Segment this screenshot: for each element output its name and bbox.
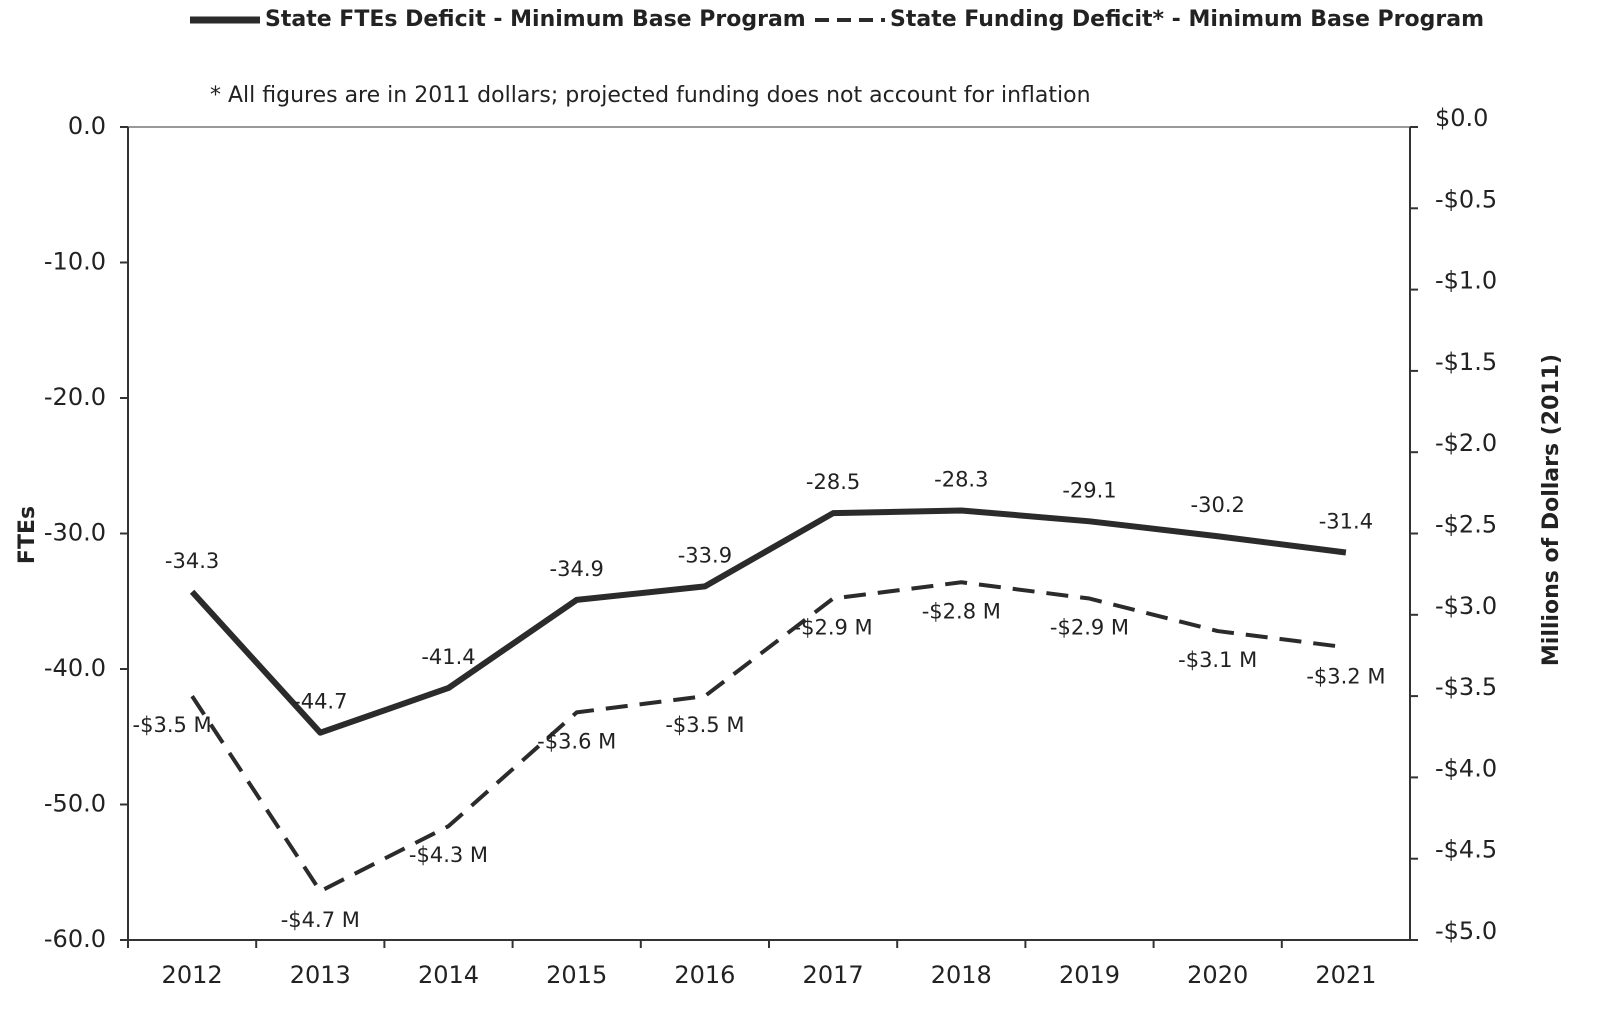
x-tick-label: 2020 <box>1187 961 1248 989</box>
data-label: -$2.8 M <box>922 599 1001 623</box>
series-line <box>189 507 1347 736</box>
y2-tick-label: -$1.5 <box>1435 348 1497 376</box>
data-label: -34.3 <box>165 549 219 573</box>
data-label: -$2.9 M <box>1050 616 1129 640</box>
y2-tick-label: -$5.0 <box>1435 917 1497 945</box>
y2-tick-label: -$0.5 <box>1435 185 1497 213</box>
data-label: -$3.5 M <box>133 713 212 737</box>
data-label: -41.4 <box>421 645 475 669</box>
data-label: -$3.1 M <box>1178 648 1257 672</box>
x-tick-label: 2016 <box>674 961 735 989</box>
x-tick-label: 2018 <box>931 961 992 989</box>
x-tick-label: 2013 <box>290 961 351 989</box>
y2-tick-label: -$4.5 <box>1435 836 1497 864</box>
y-tick-label: -40.0 <box>44 654 106 682</box>
legend-label: State FTEs Deficit - Minimum Base Progra… <box>265 7 806 32</box>
x-tick-label: 2014 <box>418 961 479 989</box>
data-label: -31.4 <box>1319 509 1373 533</box>
y-tick-label: -20.0 <box>44 383 106 411</box>
y-tick-label: -10.0 <box>44 248 106 276</box>
data-label: -$4.7 M <box>281 908 360 932</box>
y-tick-label: -50.0 <box>44 790 106 818</box>
y2-tick-label: -$3.0 <box>1435 592 1497 620</box>
y2-tick-label: -$3.5 <box>1435 673 1497 701</box>
y2-axis-title: Millions of Dollars (2011) <box>1539 354 1564 666</box>
y-tick-label: -30.0 <box>44 519 106 547</box>
y2-tick-label: -$2.5 <box>1435 511 1497 539</box>
y2-tick-label: -$4.0 <box>1435 754 1497 782</box>
data-label: -$3.5 M <box>665 713 744 737</box>
y-axis-title: FTEs <box>15 506 40 564</box>
x-tick-label: 2015 <box>546 961 607 989</box>
y2-tick-label: -$1.0 <box>1435 267 1497 295</box>
y-tick-label: 0.0 <box>68 112 106 140</box>
x-tick-label: 2019 <box>1059 961 1120 989</box>
data-label: -28.3 <box>934 467 988 491</box>
x-tick-label: 2017 <box>803 961 864 989</box>
x-tick-label: 2012 <box>162 961 223 989</box>
data-label: -28.5 <box>806 470 860 494</box>
y-tick-label: -60.0 <box>44 925 106 953</box>
data-label: -44.7 <box>293 690 347 714</box>
data-label: -$3.2 M <box>1306 664 1385 688</box>
data-label: -$3.6 M <box>537 729 616 753</box>
y2-tick-label: -$2.0 <box>1435 429 1497 457</box>
data-label: -33.9 <box>678 543 732 567</box>
data-label: -34.9 <box>550 557 604 581</box>
legend-label: State Funding Deficit* - Minimum Base Pr… <box>890 7 1484 32</box>
data-label: -$4.3 M <box>409 843 488 867</box>
data-label: -30.2 <box>1191 493 1245 517</box>
data-label: -$2.9 M <box>794 616 873 640</box>
series-line <box>190 580 1347 894</box>
y2-tick-label: $0.0 <box>1435 104 1488 132</box>
note: * All figures are in 2011 dollars; proje… <box>210 83 1091 108</box>
data-label: -29.1 <box>1062 478 1116 502</box>
x-tick-label: 2021 <box>1315 961 1376 989</box>
